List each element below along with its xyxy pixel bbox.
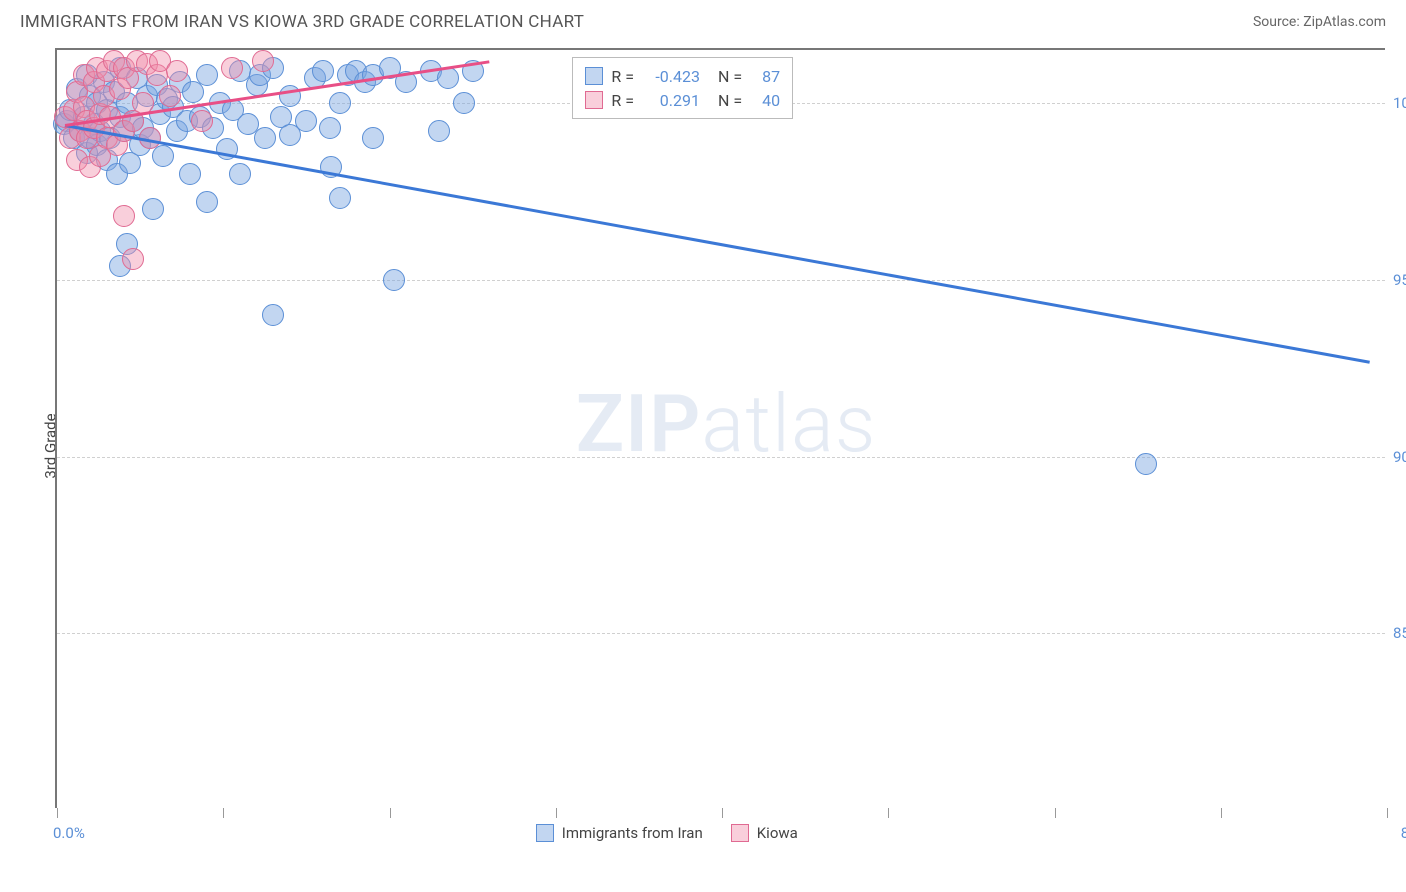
y-tick-label: 100.0% [1393,94,1406,112]
scatter-point [152,145,174,167]
legend-item: Immigrants from Iran [536,824,703,842]
scatter-point [122,248,144,270]
scatter-point [262,304,284,326]
scatter-point [191,110,213,132]
stats-legend: R = -0.423 N = 87 R = 0.291 N = 40 [572,57,793,119]
scatter-point [142,198,164,220]
x-tick [1387,808,1388,818]
y-tick-label: 90.0% [1393,448,1406,466]
y-tick-label: 95.0% [1393,271,1406,289]
x-tick [57,808,58,818]
x-tick [1221,808,1222,818]
stat-r-value: 0.291 [642,91,700,110]
x-tick [1055,808,1056,818]
y-tick-label: 85.0% [1393,624,1406,642]
source-name: ZipAtlas.com [1303,14,1386,30]
scatter-point [428,120,450,142]
stat-r-label: R = [611,91,634,110]
x-min-label: 0.0% [53,824,85,842]
scatter-point [437,67,459,89]
scatter-point [113,205,135,227]
scatter-point [453,92,475,114]
scatter-point [159,85,181,107]
scatter-point [196,191,218,213]
scatter-point [295,110,317,132]
source-label: Source: ZipAtlas.com [1253,14,1386,30]
grid-line [57,457,1385,458]
scatter-point [166,60,188,82]
x-tick [888,808,889,818]
x-tick [556,808,557,818]
stat-r-value: -0.423 [642,67,700,86]
scatter-point [319,117,341,139]
series-swatch [731,824,749,842]
legend-label: Kiowa [757,824,798,842]
stat-n-label: N = [718,67,742,86]
stats-row: R = -0.423 N = 87 [585,64,780,88]
scatter-point [179,163,201,185]
x-tick [390,808,391,818]
x-tick [223,808,224,818]
scatter-point [254,127,276,149]
stats-row: R = 0.291 N = 40 [585,88,780,112]
stat-n-value: 87 [750,67,780,86]
legend-item: Kiowa [731,824,798,842]
stat-r-label: R = [611,67,634,86]
scatter-point [329,92,351,114]
scatter-point [1135,453,1157,475]
x-tick [722,808,723,818]
stat-n-value: 40 [750,91,780,110]
scatter-point [196,64,218,86]
scatter-point [362,127,384,149]
scatter-point [252,50,274,72]
scatter-point [329,187,351,209]
x-max-label: 80.0% [1401,824,1406,842]
scatter-point [312,60,334,82]
series-swatch [585,91,603,109]
scatter-point [229,163,251,185]
trend-line [65,124,1371,363]
source-prefix: Source: [1253,14,1303,30]
legend-label: Immigrants from Iran [562,824,703,842]
chart-title: IMMIGRANTS FROM IRAN VS KIOWA 3RD GRADE … [20,12,584,32]
scatter-point [383,269,405,291]
grid-line [57,280,1385,281]
chart-plot-area: ZIPatlas 85.0%90.0%95.0%100.0%0.0%80.0%R… [55,48,1385,808]
grid-line [57,633,1385,634]
series-legend: Immigrants from Iran Kiowa [536,824,798,842]
scatter-point [221,57,243,79]
series-swatch [536,824,554,842]
stat-n-label: N = [718,91,742,110]
series-swatch [585,67,603,85]
